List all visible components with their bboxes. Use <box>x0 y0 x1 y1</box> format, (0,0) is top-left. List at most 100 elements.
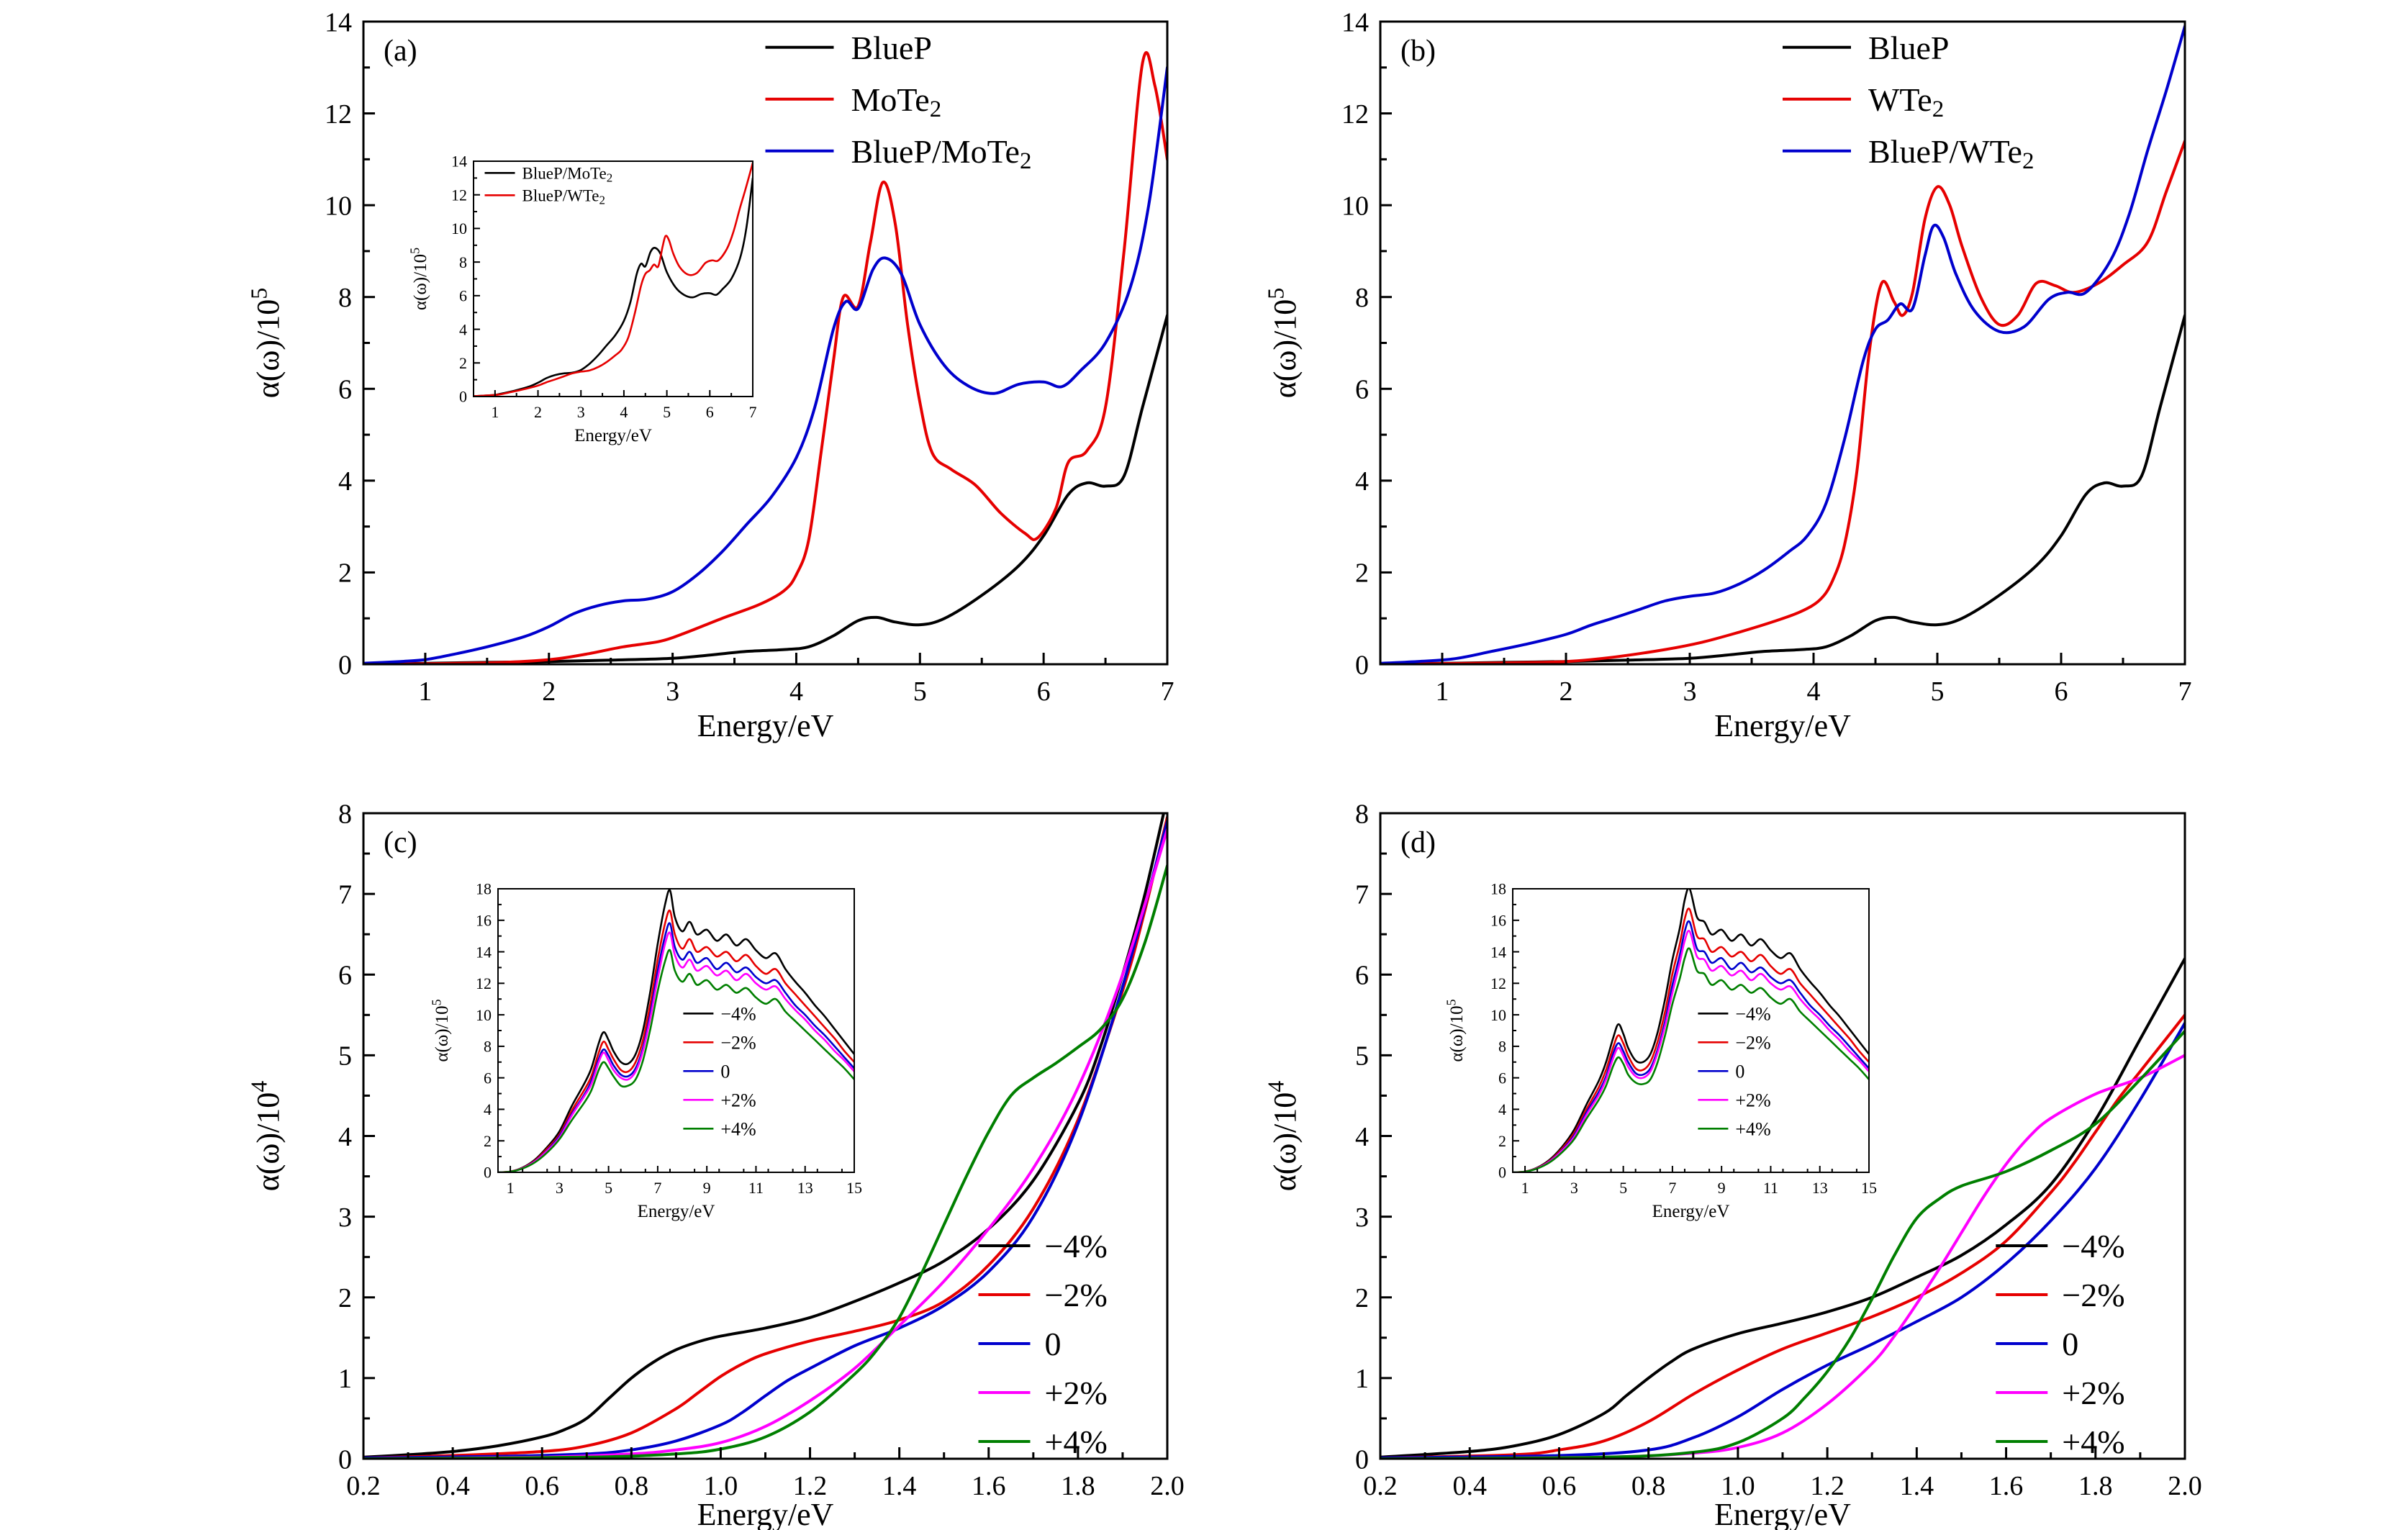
y-tick-label: 2 <box>459 354 467 372</box>
legend: −4% −2% 0 +2% +4% <box>1996 1228 2125 1460</box>
legend: BlueP MoTe2 BlueP/MoTe2 <box>765 30 1032 174</box>
x-tick-label: 1.8 <box>1061 1471 1095 1501</box>
y-axis-label: α(ω)/104 <box>1262 1081 1303 1192</box>
legend-label-minus4pct: −4% <box>2062 1228 2124 1264</box>
legend-label-plus2pct: +2% <box>1045 1375 1108 1411</box>
y-axis-label: α(ω)/105 <box>430 999 453 1062</box>
y-tick-label: 8 <box>338 283 352 313</box>
legend-label-minus4pct: −4% <box>1735 1003 1770 1024</box>
legend-label-bluep: BlueP <box>1868 30 1949 66</box>
plot-frame <box>362 20 1169 666</box>
legend-label-bluep-mote-2: BlueP/MoTe2 <box>522 164 613 184</box>
plot-frame <box>497 888 855 1173</box>
y-tick-label: 7 <box>1355 879 1369 910</box>
y-tick-label: 2 <box>338 558 352 589</box>
y-tick-label: 10 <box>325 191 352 221</box>
x-tick-label: 9 <box>1718 1179 1726 1197</box>
y-tick-label: 10 <box>476 1006 492 1024</box>
series-group <box>363 813 1167 1459</box>
x-tick-label: 1 <box>491 403 499 421</box>
panel-tag: (d) <box>1400 826 1436 859</box>
y-tick-label: 0 <box>1355 650 1369 680</box>
series-minus4pct <box>363 813 1165 1459</box>
legend-label-0: 0 <box>2062 1326 2078 1362</box>
series-0 <box>363 820 1167 1459</box>
x-tick-label: 0.2 <box>1363 1471 1398 1501</box>
y-tick-label: 4 <box>1498 1100 1506 1118</box>
y-tick-label: 4 <box>338 466 352 497</box>
legend-label-0: 0 <box>720 1061 730 1082</box>
x-tick-label: 5 <box>605 1179 612 1197</box>
x-tick-label: 7 <box>653 1179 661 1197</box>
y-axis-label: α(ω)/105 <box>245 288 286 399</box>
plot-frame <box>1512 888 1870 1173</box>
y-tick-label: 14 <box>1490 943 1506 961</box>
legend-label-minus2pct: −2% <box>1735 1032 1770 1053</box>
series-bluep <box>1380 314 2185 664</box>
x-tick-label: 1.2 <box>793 1471 828 1501</box>
x-axis-label: Energy/eV <box>697 1497 834 1530</box>
x-tick-label: 3 <box>556 1179 563 1197</box>
legend: −4% −2% 0 +2% +4% <box>978 1228 1108 1460</box>
x-tick-label: 1 <box>418 676 432 707</box>
series-plus4pct <box>363 864 1167 1459</box>
x-tick-label: 4 <box>789 676 803 707</box>
x-tick-label: 2 <box>542 676 556 707</box>
series-plus4pct <box>1513 947 1869 1172</box>
y-tick-label: 6 <box>1498 1069 1506 1087</box>
x-tick-label: 1 <box>1521 1179 1529 1197</box>
y-tick-label: 2 <box>484 1132 492 1150</box>
y-tick-label: 12 <box>476 974 492 992</box>
y-axis-label: α(ω)/104 <box>245 1081 286 1192</box>
y-tick-label: 14 <box>1341 7 1369 37</box>
x-tick-label: 1 <box>1436 676 1449 707</box>
x-tick-label: 1.0 <box>1721 1471 1755 1501</box>
x-tick-label: 2 <box>1560 676 1573 707</box>
x-tick-label: 15 <box>1861 1179 1877 1197</box>
legend-label-plus4pct: +4% <box>2062 1423 2124 1460</box>
x-tick-label: 5 <box>913 676 927 707</box>
series-bluep <box>363 314 1167 664</box>
panel-c-chart: 0.2 0.4 0.6 0.8 1.0 1.2 1.4 1.6 1.8 2.0012345678E… <box>0 765 1204 1530</box>
series-group <box>498 889 854 1172</box>
panel-tag: (a) <box>384 35 417 68</box>
legend-label-plus4pct: +4% <box>1045 1423 1108 1460</box>
legend-label-bluep-wte-2: BlueP/WTe2 <box>522 186 605 207</box>
ticks <box>1512 888 1870 1173</box>
series-0 <box>1380 1021 2185 1459</box>
series-minus4pct <box>1380 956 2185 1459</box>
y-tick-label: 8 <box>1355 799 1369 829</box>
y-tick-label: 2 <box>338 1283 352 1313</box>
series-plus4pct <box>1380 1029 2185 1459</box>
legend-label-wte-2: WTe2 <box>1868 81 1944 122</box>
legend-label-minus2pct: −2% <box>720 1032 756 1053</box>
plot-frame <box>473 160 753 397</box>
series-bluep-wte-2 <box>1380 24 2185 664</box>
x-tick-label: 9 <box>703 1179 711 1197</box>
legend: −4% −2% 0 +2% +4% <box>1698 1003 1771 1139</box>
legend-label-plus4pct: +4% <box>720 1118 756 1139</box>
y-tick-label: 2 <box>1498 1132 1506 1150</box>
y-tick-label: 12 <box>1490 974 1506 992</box>
x-tick-label: 7 <box>749 403 757 421</box>
series-group <box>474 162 753 397</box>
x-tick-label: 13 <box>1812 1179 1828 1197</box>
y-tick-label: 5 <box>1355 1041 1369 1072</box>
x-tick-label: 6 <box>2055 676 2068 707</box>
legend: BlueP WTe2 BlueP/WTe2 <box>1783 30 2034 174</box>
x-tick-label: 2.0 <box>1150 1471 1185 1501</box>
y-tick-label: 1 <box>1355 1364 1369 1394</box>
y-tick-label: 0 <box>484 1164 492 1182</box>
x-tick-label: 0.6 <box>525 1471 559 1501</box>
ticks <box>497 888 855 1173</box>
legend-label-0: 0 <box>1735 1061 1744 1082</box>
series-minus2pct <box>498 909 854 1172</box>
series-0 <box>1513 920 1869 1172</box>
x-tick-label: 0.6 <box>1542 1471 1577 1501</box>
y-tick-label: 8 <box>484 1038 492 1056</box>
legend-label-bluep-mote-2: BlueP/MoTe2 <box>851 133 1032 174</box>
x-tick-label: 7 <box>2178 676 2192 707</box>
x-tick-label: 1.8 <box>2078 1471 2113 1501</box>
